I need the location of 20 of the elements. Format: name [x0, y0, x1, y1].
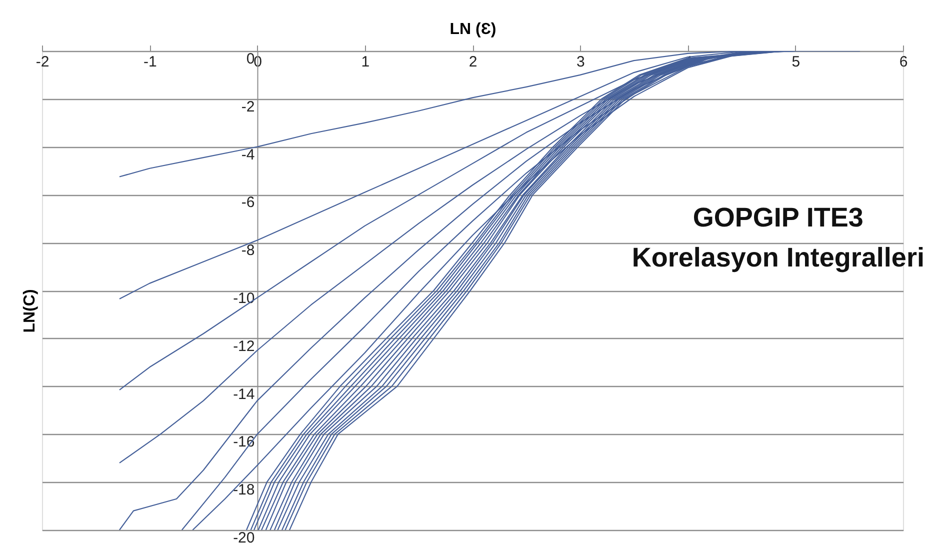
- x-tick-label: -2: [36, 54, 50, 70]
- y-tick-label: -6: [241, 194, 255, 212]
- y-tick-label: -10: [233, 290, 255, 307]
- y-tick-label: -8: [241, 242, 255, 260]
- x-tick-label: 1: [361, 54, 370, 70]
- x-tick-label: 5: [792, 54, 800, 70]
- x-tick-label: 2: [468, 54, 478, 70]
- y-tick-label: -4: [241, 146, 255, 164]
- y-tick-label: -2: [241, 98, 255, 116]
- annotation: GOPGIP ITE3: [692, 202, 864, 233]
- y-tick-label: -14: [233, 386, 255, 403]
- x-tick-label: 3: [576, 54, 585, 70]
- x-axis-title: LN (Ɛ): [450, 21, 496, 38]
- annotation: Korelasyon Integralleri: [632, 242, 924, 273]
- x-tick-label: -1: [143, 54, 157, 70]
- y-tick-label: -20: [233, 530, 255, 543]
- y-tick-label: -12: [233, 338, 255, 355]
- x-tick-label: 6: [899, 54, 908, 70]
- y-tick-label: -18: [233, 482, 255, 499]
- y-axis-title: LN(C): [22, 289, 38, 333]
